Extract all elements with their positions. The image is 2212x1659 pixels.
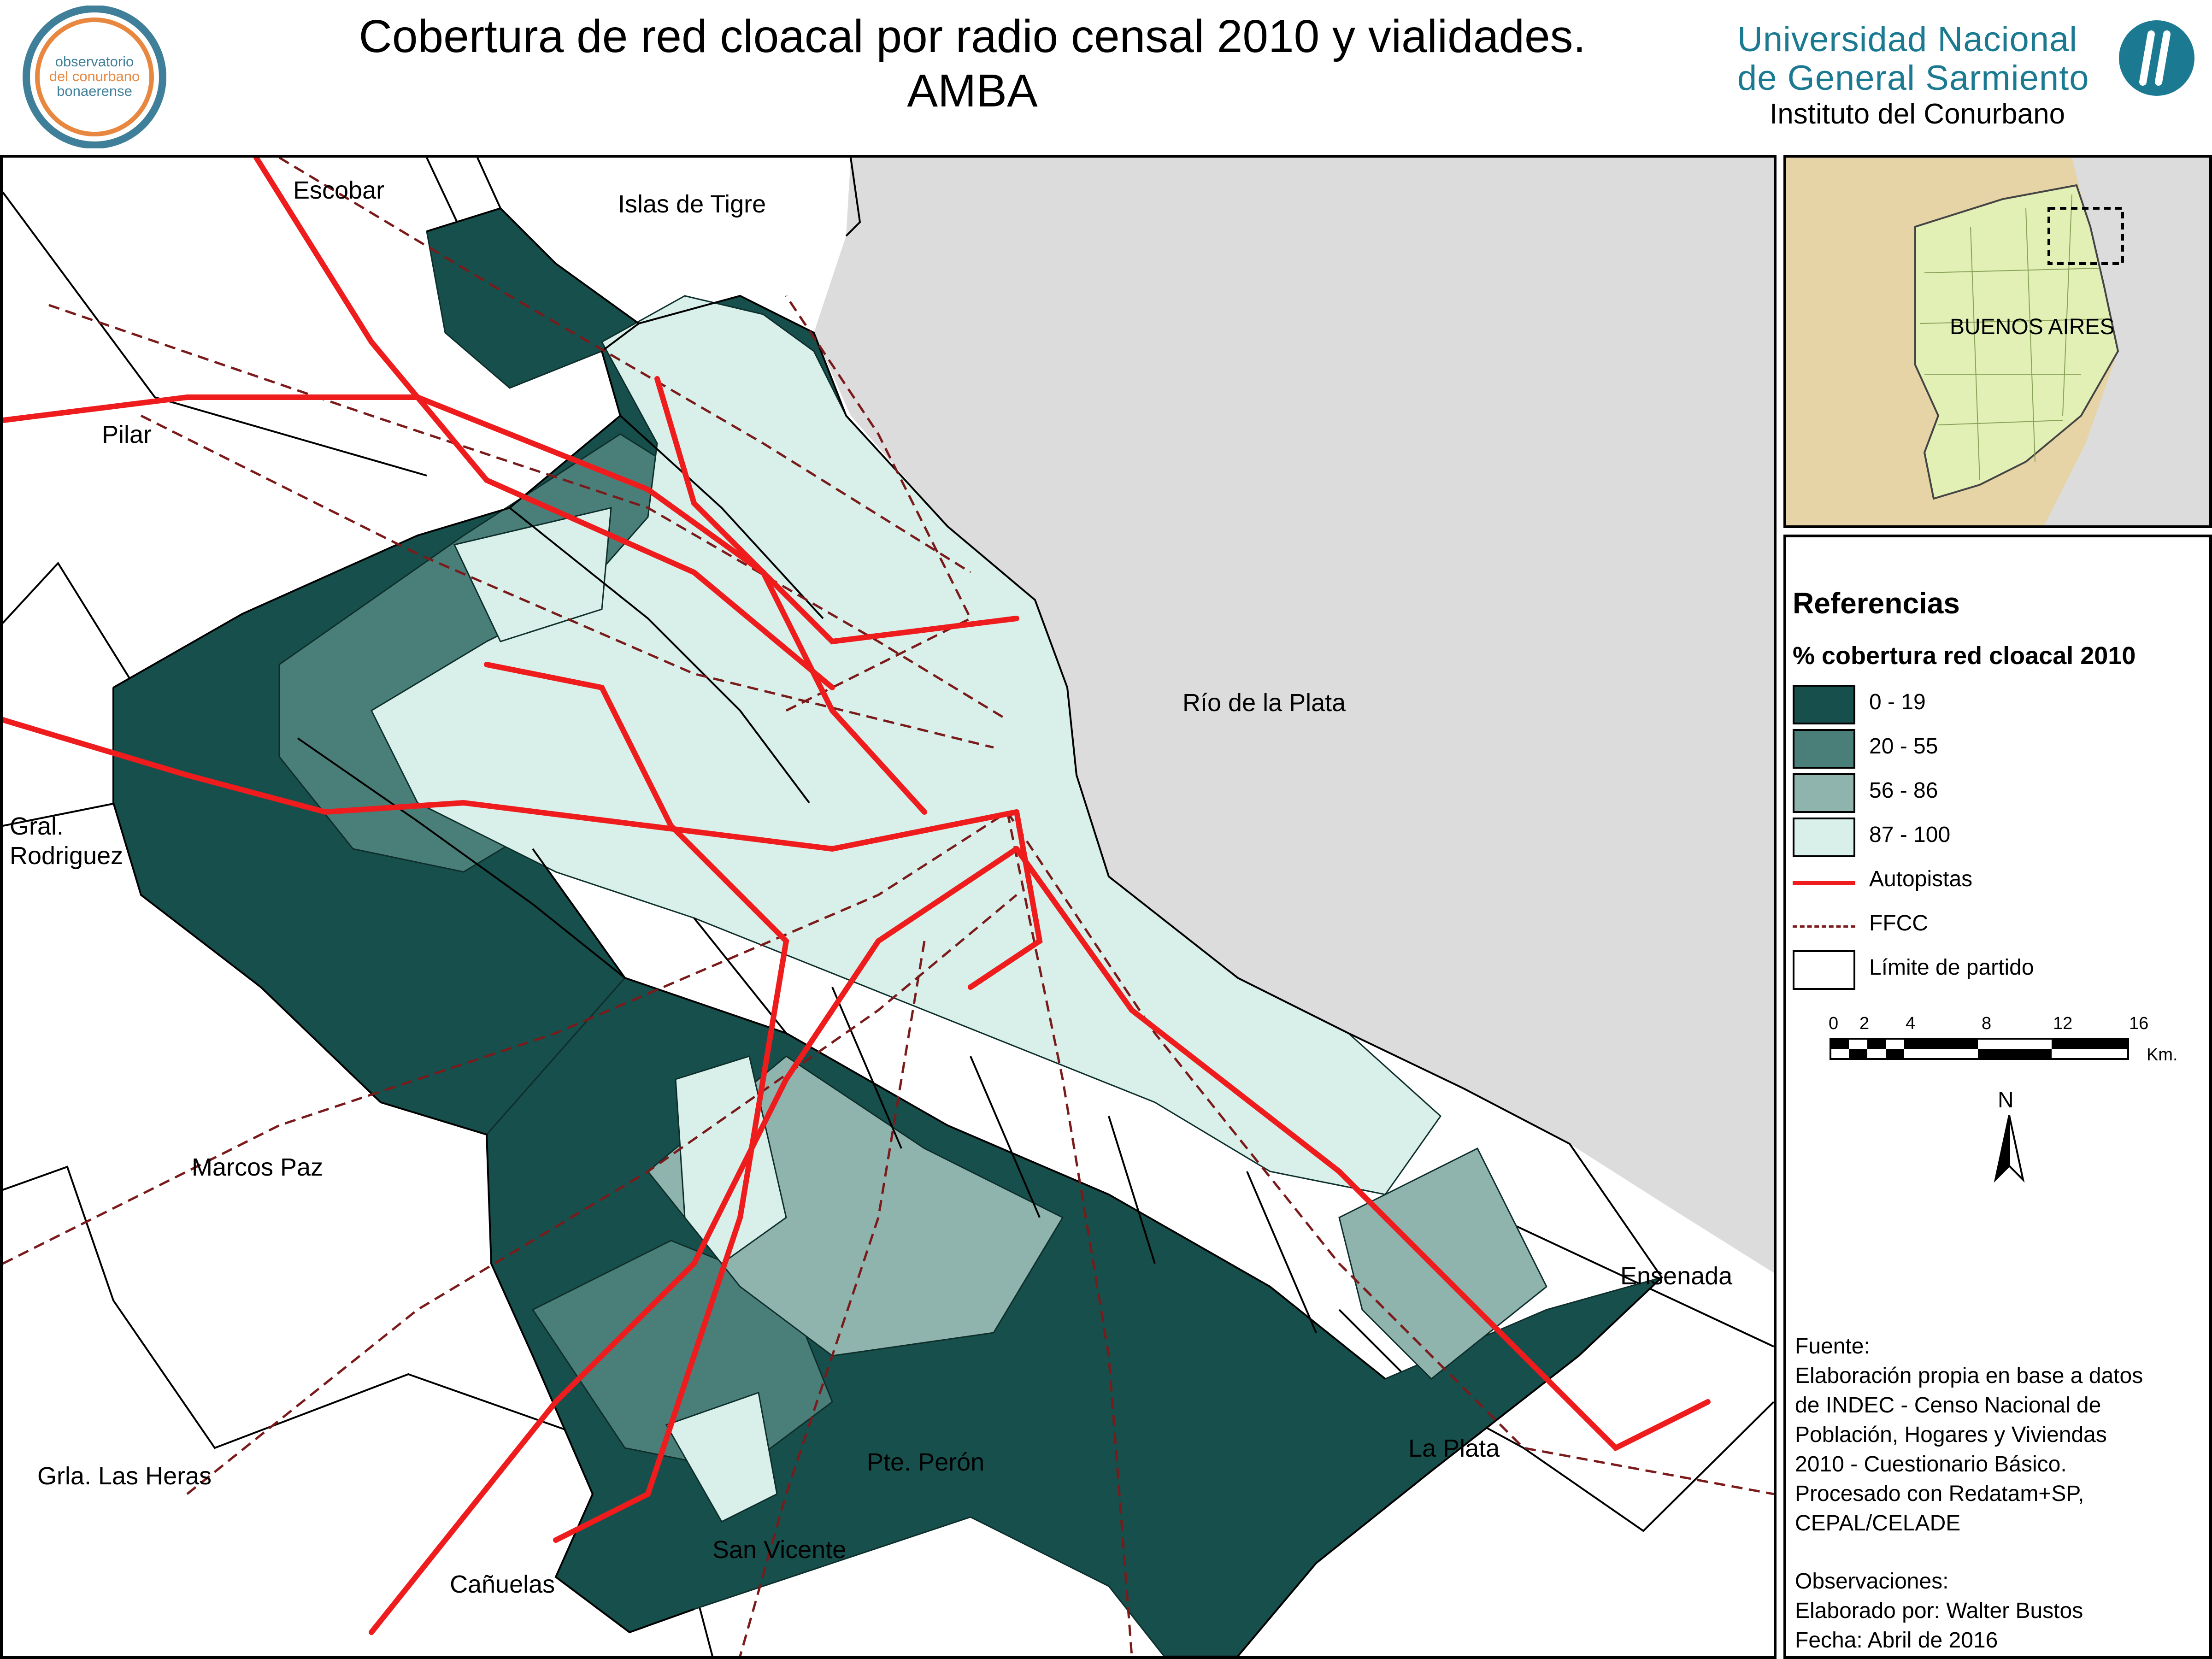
map-title: Cobertura de red cloacal por radio censa… [258, 9, 1687, 118]
legend-swatch-limite [1793, 950, 1855, 990]
legend-highway-line [1793, 881, 1855, 885]
source-line-6: Procesado con Redatam+SP, [1795, 1482, 2084, 1506]
legend-label-87-100: 87 - 100 [1869, 823, 1951, 847]
label-ensenada: Ensenada [1620, 1262, 1733, 1290]
scale-tick-0: 0 [1829, 1014, 1839, 1033]
label-canuelas: Cañuelas [450, 1571, 555, 1598]
railways [3, 158, 1774, 1656]
north-label: N [1998, 1088, 2014, 1112]
scale-tick-16: 16 [2129, 1014, 2149, 1033]
label-marcos-paz: Marcos Paz [192, 1153, 324, 1181]
legend-row-87-100: 87 - 100 [1793, 818, 2198, 862]
scale-bar [1830, 1038, 2129, 1060]
university-name-2: de General Sarmiento [1737, 59, 2089, 98]
title-line-2: AMBA [907, 65, 1038, 117]
label-escobar: Escobar [293, 176, 385, 204]
observatorio-logo: observatorio del conurbano bonaerense [23, 6, 166, 148]
inset-label-buenos-aires: BUENOS AIRES [1950, 315, 2115, 339]
north-arrow-icon [1994, 1115, 2025, 1183]
institute-name: Instituto del Conurbano [1770, 98, 2065, 130]
author-line: Elaborado por: Walter Bustos [1795, 1599, 2083, 1623]
scale-tick-4: 4 [1906, 1014, 1916, 1033]
legend-swatch-87-100 [1793, 818, 1855, 857]
label-rio-de-la-plata: Río de la Plata [1182, 689, 1346, 717]
partido-boundaries [112, 207, 1663, 1656]
map-canvas [3, 158, 1774, 1656]
legend-subtitle: % cobertura red cloacal 2010 [1793, 642, 2136, 670]
region-87-100-west [453, 507, 612, 642]
main-map: Escobar Islas de Tigre Pilar Río de la P… [0, 155, 1777, 1659]
label-islas-de-tigre: Islas de Tigre [618, 190, 766, 218]
legend-panel [1783, 535, 2212, 1659]
university-name-1: Universidad Nacional [1737, 20, 2078, 59]
logo-text-3: bonaerense [57, 83, 132, 99]
source-line-4: Población, Hogares y Viviendas [1795, 1423, 2107, 1447]
water-area [814, 158, 1774, 1273]
source-line-1: Fuente: [1795, 1334, 1870, 1359]
region-87-100-sw [665, 1392, 778, 1523]
logo-text-2: del conurbano [49, 68, 140, 84]
inset-map: BUENOS AIRES [1783, 155, 2212, 528]
scale-unit: Km. [2147, 1045, 2178, 1065]
buenos-aires-province [1914, 184, 2119, 500]
date-line: Fecha: Abril de 2016 [1795, 1628, 1998, 1653]
source-line-3: de INDEC - Censo Nacional de [1795, 1393, 2101, 1418]
scale-tick-8: 8 [1982, 1014, 1992, 1033]
source-line-2: Elaboración propia en base a datos [1795, 1364, 2143, 1388]
legend-label-20-55: 20 - 55 [1869, 734, 1938, 759]
legend-railway-line [1793, 925, 1855, 928]
source-line-5: 2010 - Cuestionario Básico. [1795, 1452, 2067, 1477]
legend-label-0-19: 0 - 19 [1869, 690, 1926, 714]
source-line-7: CEPAL/CELADE [1795, 1511, 1961, 1535]
ungs-logo [2119, 20, 2194, 96]
legend-label-limite: Límite de partido [1869, 955, 2034, 980]
legend-label-ffcc: FFCC [1869, 911, 1928, 935]
label-la-plata: La Plata [1408, 1435, 1500, 1462]
label-pte-peron: Pte. Perón [867, 1448, 985, 1476]
legend-row-ffcc: FFCC [1793, 906, 2198, 950]
logo-text-1: observatorio [55, 53, 134, 70]
legend-swatch-0-19 [1793, 685, 1855, 724]
legend-title: Referencias [1793, 587, 1960, 620]
label-pilar: Pilar [102, 421, 152, 448]
label-gral-rodriguez-1: Gral. [10, 812, 64, 840]
legend-row-limite: Límite de partido [1793, 950, 2198, 994]
legend-row-20-55: 20 - 55 [1793, 729, 2198, 773]
observations-label: Observaciones: [1795, 1569, 1949, 1594]
inset-canvas [1786, 158, 2209, 525]
highways [3, 158, 1711, 1635]
region-56-86-b [1338, 1147, 1547, 1380]
label-gral-rodriguez-2: Rodriguez [10, 842, 124, 870]
scale-tick-2: 2 [1859, 1014, 1870, 1033]
legend-label-56-86: 56 - 86 [1869, 778, 1938, 803]
legend-swatch-20-55 [1793, 729, 1855, 769]
inset-focus-box [2047, 207, 2124, 265]
legend-row-56-86: 56 - 86 [1793, 773, 2198, 818]
legend-row-autopistas: Autopistas [1793, 862, 2198, 906]
legend-label-autopistas: Autopistas [1869, 867, 1973, 891]
title-line-1: Cobertura de red cloacal por radio censa… [359, 11, 1586, 62]
label-las-heras: Grla. Las Heras [37, 1462, 212, 1490]
coverage-regions [112, 207, 1663, 1656]
legend-row-0-19: 0 - 19 [1793, 685, 2198, 729]
legend-swatch-56-86 [1793, 773, 1855, 813]
scale-tick-12: 12 [2053, 1014, 2073, 1033]
label-san-vicente: San Vicente [712, 1536, 847, 1564]
